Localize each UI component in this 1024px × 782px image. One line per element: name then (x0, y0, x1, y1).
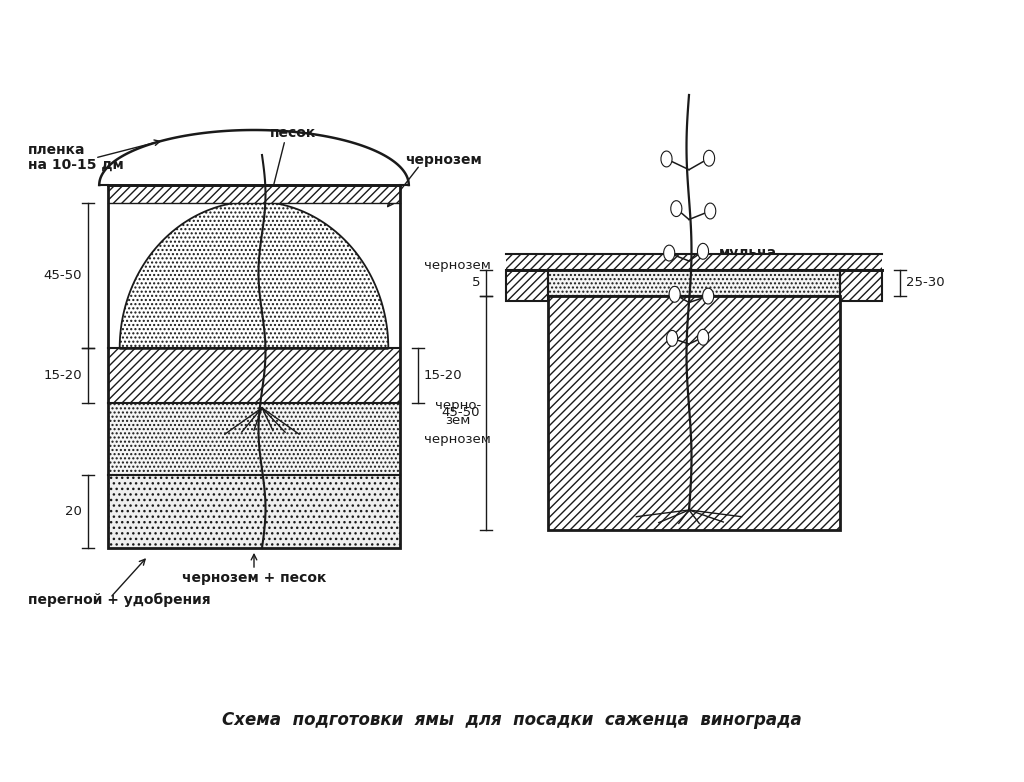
Polygon shape (388, 185, 400, 348)
Bar (108, 185, 400, 348)
Text: Схема  подготовки  ямы  для  посадки  саженца  винограда: Схема подготовки ямы для посадки саженца… (222, 711, 802, 729)
Bar (108, 185, 400, 548)
Text: 20: 20 (66, 505, 82, 518)
Text: перегной + удобрения: перегной + удобрения (28, 593, 211, 607)
Text: чернозем: чернозем (424, 259, 490, 272)
Text: мульча: мульча (719, 246, 777, 260)
Text: чернозем: чернозем (406, 153, 481, 167)
Polygon shape (703, 150, 715, 167)
Bar (506, 270, 548, 301)
Polygon shape (120, 201, 388, 348)
Bar (108, 475, 400, 548)
Text: 15-20: 15-20 (43, 369, 82, 382)
Polygon shape (702, 288, 714, 304)
Bar (548, 270, 840, 296)
Text: 45-50: 45-50 (43, 269, 82, 282)
Bar (548, 296, 840, 530)
Polygon shape (671, 201, 682, 217)
Text: 5: 5 (471, 277, 480, 289)
Bar (108, 403, 400, 475)
Text: 45-50: 45-50 (441, 407, 480, 419)
Polygon shape (667, 330, 678, 346)
Bar (506, 270, 548, 301)
Polygon shape (669, 286, 680, 303)
Polygon shape (697, 243, 709, 260)
Text: 15-20: 15-20 (424, 369, 463, 382)
Text: песок: песок (270, 126, 316, 140)
Polygon shape (108, 185, 120, 348)
Text: 25-30: 25-30 (906, 277, 944, 289)
Polygon shape (705, 203, 716, 219)
Bar (840, 270, 882, 301)
Text: чернозем: чернозем (424, 432, 490, 446)
Polygon shape (660, 151, 672, 167)
Polygon shape (664, 245, 675, 261)
Bar (506, 254, 882, 270)
Bar (108, 185, 400, 203)
Bar (840, 270, 882, 301)
Text: чернозем + песок: чернозем + песок (182, 571, 327, 585)
Text: черно-
зем: черно- зем (435, 399, 481, 427)
Bar (108, 348, 400, 403)
Polygon shape (697, 329, 709, 345)
Bar (548, 270, 840, 296)
Text: на 10-15 дм: на 10-15 дм (28, 158, 124, 172)
Text: пленка: пленка (28, 143, 85, 157)
Bar (548, 296, 840, 530)
